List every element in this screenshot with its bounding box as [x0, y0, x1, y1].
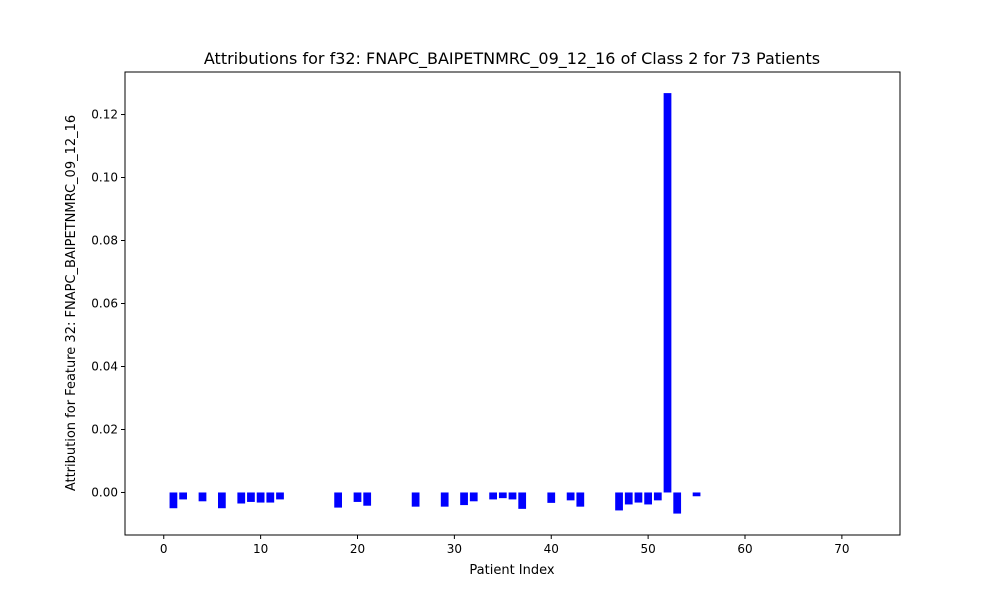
- x-tick-label: 50: [640, 542, 655, 556]
- bar-patient-26: [411, 492, 420, 507]
- x-tick-label: 40: [544, 542, 559, 556]
- bar-patient-6: [218, 492, 226, 509]
- y-tick-label: 0.10: [91, 171, 118, 185]
- bar-patient-34: [489, 492, 497, 500]
- bar-patient-51: [653, 492, 662, 501]
- y-tick-label: 0.12: [91, 108, 118, 122]
- bar-patient-31: [460, 492, 468, 506]
- bar-patient-53: [673, 492, 682, 514]
- bar-patient-4: [198, 492, 207, 502]
- x-axis-label: Patient Index: [469, 563, 554, 578]
- bar-patient-21: [363, 492, 372, 506]
- bar-patient-42: [566, 492, 575, 501]
- bar-patient-50: [644, 492, 652, 505]
- x-tick-label: 0: [160, 542, 168, 556]
- bar-patient-18: [334, 492, 342, 508]
- bar-patient-55: [692, 492, 701, 497]
- bar-patient-8: [237, 492, 246, 504]
- bar-patient-47: [615, 492, 623, 511]
- x-tick-label: 30: [447, 542, 462, 556]
- y-axis-label: Attribution for Feature 32: FNAPC_BAIPET…: [64, 115, 79, 491]
- bar-patient-36: [508, 492, 517, 500]
- chart-title: Attributions for f32: FNAPC_BAIPETNMRC_0…: [204, 49, 820, 69]
- bar-patient-48: [624, 492, 633, 505]
- y-tick-label: 0.06: [91, 297, 118, 311]
- bar-patient-2: [179, 492, 187, 500]
- bar-patient-43: [576, 492, 585, 507]
- x-axis-ticks: 0 10 20 30 40 50 60 70: [160, 535, 850, 556]
- bar-patient-12: [276, 492, 284, 500]
- y-tick-label: 0.04: [91, 359, 118, 373]
- bar-patient-11: [266, 492, 275, 503]
- bar-patient-37: [518, 492, 527, 509]
- x-tick-label: 20: [350, 542, 365, 556]
- x-tick-label: 10: [253, 542, 268, 556]
- y-axis-ticks: 0.00 0.02 0.04 0.06 0.08 0.10 0.12: [91, 108, 125, 499]
- x-tick-label: 70: [834, 542, 849, 556]
- bars-group: [169, 93, 701, 514]
- bar-patient-49: [634, 492, 643, 503]
- bar-patient-32: [469, 492, 478, 502]
- bar-patient-20: [353, 492, 362, 502]
- bar-patient-10: [256, 492, 265, 503]
- plot-area-frame: [124, 71, 901, 536]
- bar-patient-1: [169, 492, 178, 509]
- x-tick-label: 60: [737, 542, 752, 556]
- bar-patient-9: [247, 492, 255, 502]
- bar-patient-52: [663, 93, 672, 493]
- y-tick-label: 0.08: [91, 234, 118, 248]
- bar-patient-40: [547, 492, 556, 503]
- y-tick-label: 0.02: [91, 422, 118, 436]
- y-tick-label: 0.00: [91, 485, 118, 499]
- bar-patient-29: [440, 492, 449, 507]
- bar-patient-35: [498, 492, 507, 499]
